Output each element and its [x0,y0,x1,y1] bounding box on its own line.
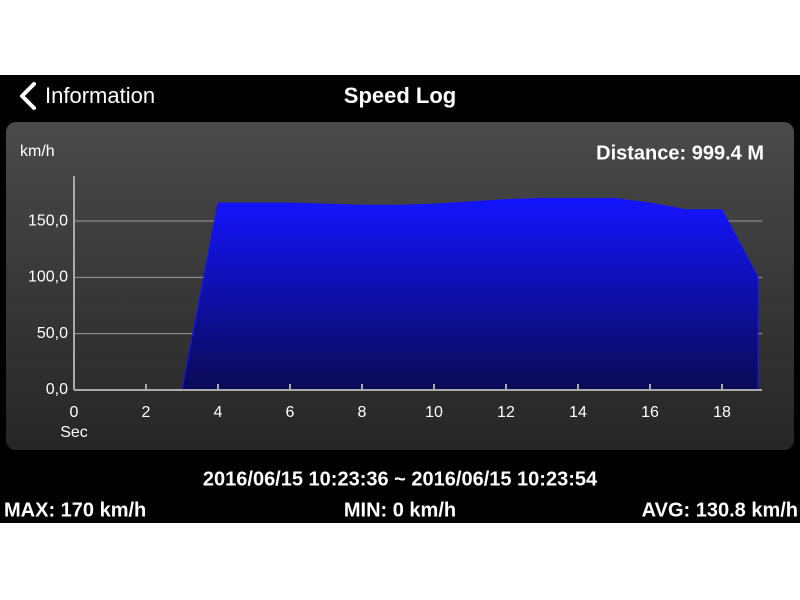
screen-title: Speed Log [344,83,456,108]
x-axis-label: Sec [60,424,88,441]
avg-speed: AVG: 130.8 km/h [642,499,798,521]
x-tick-label: 12 [497,404,515,421]
x-tick-label: 10 [425,404,443,421]
x-tick-label: 4 [214,404,223,421]
x-tick-label: 8 [358,404,367,421]
y-axis-label: km/h [20,143,55,160]
x-tick-label: 18 [713,404,731,421]
time-range: 2016/06/15 10:23:36 ~ 2016/06/15 10:23:5… [203,468,598,490]
x-tick-label: 14 [569,404,587,421]
back-button[interactable]: Information [45,83,155,108]
x-tick-label: 0 [70,404,79,421]
x-tick-label: 6 [286,404,295,421]
y-tick-label: 100,0 [28,269,68,286]
distance: Distance: 999.4 M [596,142,764,164]
speed-area [74,198,759,391]
min-speed: MIN: 0 km/h [344,499,456,521]
back-icon[interactable] [20,82,36,110]
max-speed: MAX: 170 km/h [4,499,146,521]
x-tick-label: 2 [142,404,151,421]
y-tick-label: 50,0 [37,325,68,342]
y-tick-label: 0,0 [46,381,68,398]
y-tick-label: 150,0 [28,212,68,229]
x-tick-label: 16 [641,404,659,421]
